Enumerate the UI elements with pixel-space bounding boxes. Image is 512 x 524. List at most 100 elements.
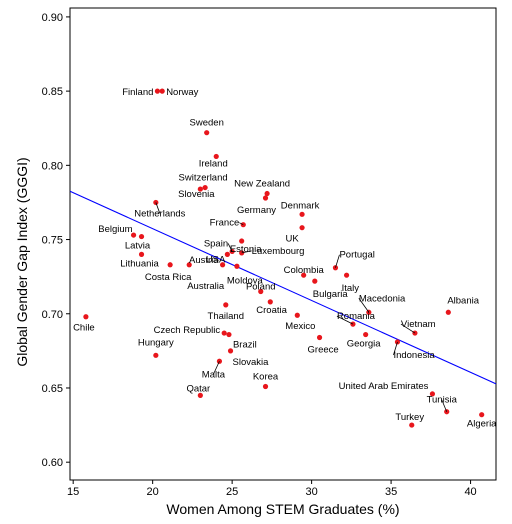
label-united-arab-emirates: United Arab Emirates [339, 381, 429, 392]
leader-spain [227, 243, 233, 252]
label-luxembourg: Luxembourg [252, 246, 305, 257]
point-slovenia [197, 186, 203, 192]
label-norway: Norway [166, 87, 198, 98]
label-vietnam: Vietnam [401, 319, 436, 330]
label-slovakia: Slovakia [233, 357, 270, 368]
point-estonia [239, 238, 245, 244]
label-thailand: Thailand [208, 311, 244, 322]
label-bulgaria: Bulgaria [313, 289, 349, 300]
point-belgium [130, 232, 137, 238]
point-germany [262, 195, 269, 201]
label-moldova: Moldova [227, 275, 264, 286]
leader-macedonia [358, 298, 370, 313]
x-tick-label-15: 15 [67, 486, 79, 498]
point-bulgaria [312, 278, 318, 284]
point-turkey [409, 422, 415, 428]
point-finland [154, 88, 161, 94]
point-luxembourg [239, 250, 245, 256]
point-poland [258, 288, 264, 295]
x-axis: 15 20 25 30 35 40 [67, 480, 477, 498]
y-axis: 0.60 0.65 0.70 0.75 0.80 0.85 0.90 [42, 12, 70, 469]
y-tick-label-0.80: 0.80 [42, 160, 63, 172]
x-tick-label-25: 25 [226, 486, 238, 498]
label-macedonia: Macedonia [359, 293, 406, 304]
point-korea [262, 383, 269, 390]
leader-indonesia [393, 341, 398, 356]
label-ireland: Ireland [199, 158, 228, 169]
point-new-zealand [264, 190, 270, 197]
y-tick-label-0.60: 0.60 [42, 457, 63, 469]
point-czech-republic [221, 330, 227, 336]
point-slovakia [227, 348, 234, 354]
trend-line [69, 190, 497, 385]
label-usa: USA [206, 254, 226, 265]
label-croatia: Croatia [256, 305, 287, 316]
point-croatia [267, 299, 273, 305]
point-norway [159, 88, 165, 94]
point-qatar [197, 392, 203, 398]
label-albania: Albania [447, 295, 479, 306]
label-turkey: Turkey [395, 412, 424, 423]
leader-vietnam [400, 323, 416, 334]
label-germany: Germany [237, 205, 276, 216]
point-costa-rica [167, 262, 173, 268]
label-romania: Romania [337, 311, 376, 322]
point-georgia [363, 331, 369, 338]
label-hungary: Hungary [138, 337, 174, 348]
label-latvia: Latvia [125, 241, 151, 252]
label-belgium: Belgium [98, 224, 132, 235]
y-tick-label-0.85: 0.85 [42, 86, 63, 98]
point-mexico [294, 312, 300, 318]
data-points [83, 88, 485, 428]
label-mexico: Mexico [285, 321, 315, 332]
point-usa [224, 251, 230, 257]
label-estonia: Estonia [230, 244, 262, 255]
label-qatar: Qatar [186, 383, 210, 394]
x-tick-label-35: 35 [385, 486, 397, 498]
label-greece: Greece [308, 345, 339, 356]
label-korea: Korea [253, 371, 279, 382]
x-tick-label-30: 30 [305, 486, 317, 498]
label-lithuania: Lithuania [120, 258, 159, 269]
label-denmark: Denmark [281, 200, 320, 211]
plot-frame [69, 7, 497, 481]
point-switzerland [202, 184, 208, 191]
label-costa-rica: Costa Rica [145, 272, 192, 283]
label-malta: Malta [202, 369, 226, 380]
leader-luxembourg [241, 250, 252, 254]
label-georgia: Georgia [347, 339, 382, 350]
point-algeria [479, 412, 485, 418]
label-leader-lines [155, 202, 448, 412]
leader-netherlands [155, 202, 161, 214]
y-tick-label-0.75: 0.75 [42, 235, 63, 247]
label-algeria: Algeria [467, 419, 497, 430]
label-austria: Austria [189, 255, 219, 266]
point-italy [343, 272, 350, 278]
leader-tunisia [441, 399, 448, 412]
point-austria [219, 262, 226, 268]
label-brazil: Brazil [233, 340, 257, 351]
label-czech-republic: Czech Republic [154, 325, 221, 336]
y-tick-label-0.65: 0.65 [42, 383, 63, 395]
point-brazil [226, 331, 232, 338]
point-albania [445, 309, 451, 315]
point-labels: Finland Norway Sweden Ireland Switzerland Slo… [73, 87, 497, 430]
point-uk [299, 225, 305, 231]
label-finland: Finland [122, 87, 153, 98]
label-poland: Poland [246, 281, 276, 292]
label-netherlands: Netherlands [134, 208, 185, 219]
leader-malta [213, 361, 220, 375]
trend-line-group [69, 190, 497, 385]
x-axis-title: Women Among STEM Graduates (%) [166, 501, 399, 517]
point-greece [316, 334, 323, 341]
label-uk: UK [285, 234, 299, 245]
label-colombia: Colombia [284, 265, 325, 276]
label-tunisia: Tunisia [427, 395, 458, 406]
y-axis-title: Global Gender Gap Index (GGGI) [14, 157, 30, 366]
label-slovenia: Slovenia [178, 189, 215, 200]
point-chile [83, 314, 89, 320]
plot-border [69, 7, 497, 481]
point-latvia [138, 233, 145, 240]
leader-portugal [335, 254, 340, 268]
